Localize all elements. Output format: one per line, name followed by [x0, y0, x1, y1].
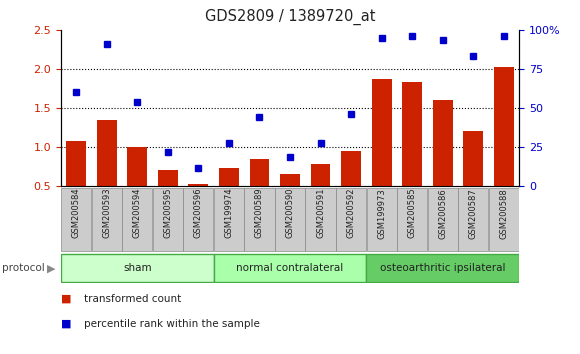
Bar — [311, 164, 331, 186]
Text: GSM200592: GSM200592 — [347, 188, 356, 238]
Text: sham: sham — [123, 263, 151, 273]
FancyBboxPatch shape — [214, 188, 244, 251]
Text: protocol: protocol — [2, 263, 45, 273]
Text: transformed count: transformed count — [84, 294, 182, 304]
Bar — [341, 151, 361, 186]
FancyBboxPatch shape — [275, 188, 305, 251]
FancyBboxPatch shape — [367, 254, 519, 282]
Text: GSM200588: GSM200588 — [499, 188, 508, 239]
Bar — [188, 183, 208, 186]
FancyBboxPatch shape — [367, 188, 397, 251]
FancyBboxPatch shape — [153, 188, 183, 251]
Text: GSM200593: GSM200593 — [102, 188, 111, 239]
Text: ▶: ▶ — [47, 263, 55, 273]
FancyBboxPatch shape — [336, 188, 366, 251]
Text: GSM200589: GSM200589 — [255, 188, 264, 239]
FancyBboxPatch shape — [92, 188, 122, 251]
Text: ■: ■ — [61, 319, 71, 329]
FancyBboxPatch shape — [61, 188, 91, 251]
Bar — [66, 141, 86, 186]
Text: GSM200594: GSM200594 — [133, 188, 142, 238]
Bar — [433, 100, 452, 186]
Bar — [372, 79, 392, 186]
Text: GSM199973: GSM199973 — [377, 188, 386, 239]
FancyBboxPatch shape — [213, 254, 367, 282]
Text: normal contralateral: normal contralateral — [237, 263, 343, 273]
Text: ■: ■ — [61, 294, 71, 304]
Bar — [128, 147, 147, 186]
FancyBboxPatch shape — [244, 188, 274, 251]
FancyBboxPatch shape — [122, 188, 153, 251]
Bar — [249, 159, 269, 186]
Text: GSM200585: GSM200585 — [408, 188, 416, 239]
Text: GSM200596: GSM200596 — [194, 188, 203, 239]
Bar — [158, 170, 177, 186]
FancyBboxPatch shape — [489, 188, 519, 251]
Text: osteoarthritic ipsilateral: osteoarthritic ipsilateral — [380, 263, 506, 273]
FancyBboxPatch shape — [183, 188, 213, 251]
FancyBboxPatch shape — [458, 188, 488, 251]
Text: GSM200586: GSM200586 — [438, 188, 447, 239]
Text: GSM200591: GSM200591 — [316, 188, 325, 238]
Bar — [97, 120, 117, 186]
Bar — [403, 82, 422, 186]
Bar — [463, 131, 483, 186]
Text: GSM200587: GSM200587 — [469, 188, 478, 239]
FancyBboxPatch shape — [427, 188, 458, 251]
Bar — [280, 174, 300, 186]
Text: GSM200595: GSM200595 — [164, 188, 172, 238]
Text: GSM200584: GSM200584 — [72, 188, 81, 239]
FancyBboxPatch shape — [397, 188, 427, 251]
Bar — [494, 68, 514, 186]
FancyBboxPatch shape — [61, 254, 213, 282]
Text: GSM200590: GSM200590 — [285, 188, 295, 238]
Text: percentile rank within the sample: percentile rank within the sample — [84, 319, 260, 329]
Bar — [219, 168, 239, 186]
Text: GSM199974: GSM199974 — [224, 188, 233, 239]
Text: GDS2809 / 1389720_at: GDS2809 / 1389720_at — [205, 9, 375, 25]
FancyBboxPatch shape — [306, 188, 336, 251]
